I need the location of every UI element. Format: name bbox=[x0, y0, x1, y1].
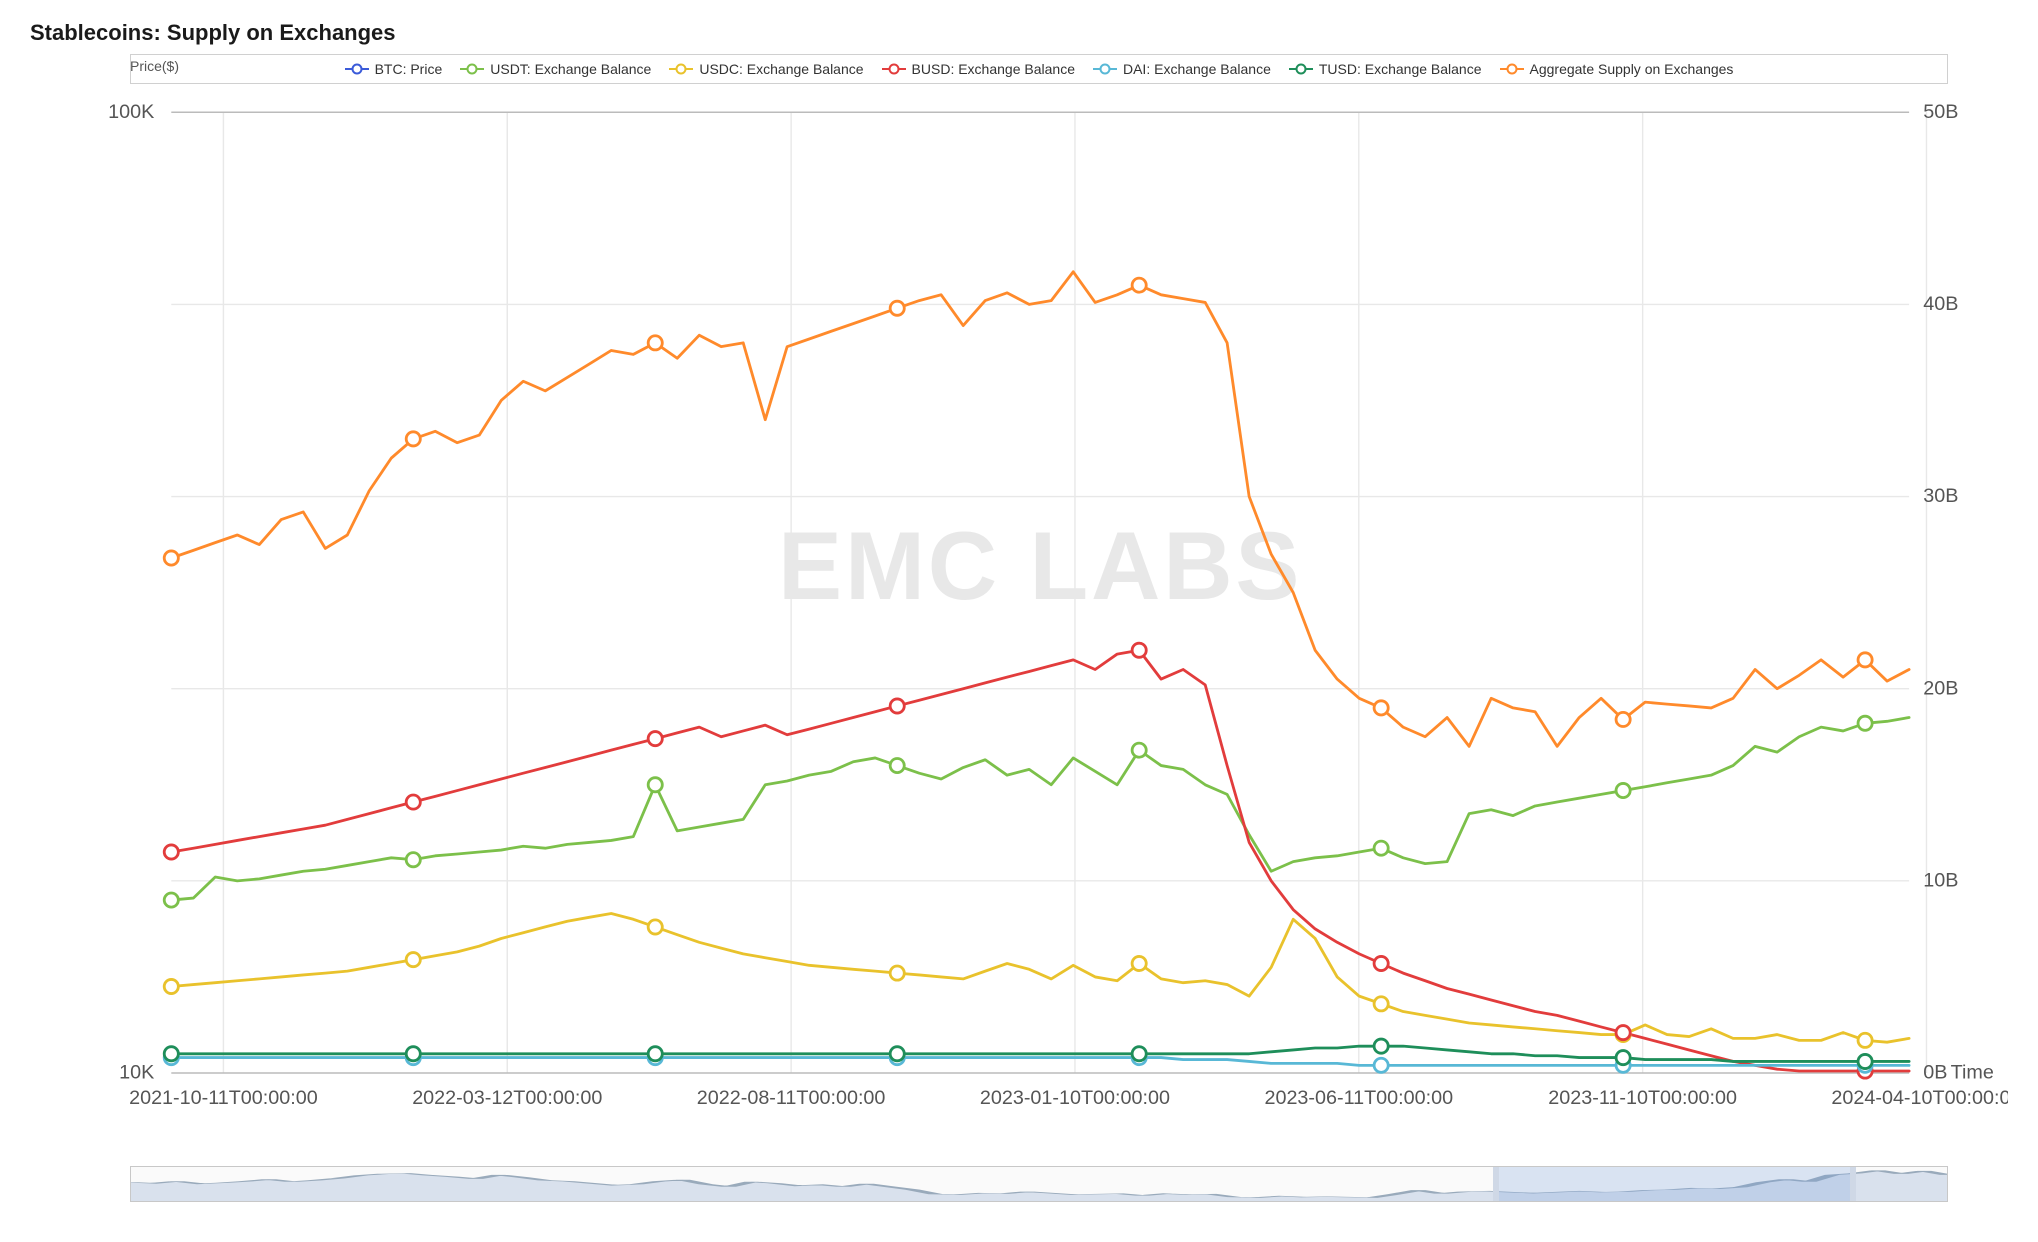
legend-marker bbox=[345, 63, 369, 75]
marker-tusd bbox=[1132, 1047, 1146, 1061]
x-axis-label: Time bbox=[1951, 1062, 1994, 1084]
legend-label: USDC: Exchange Balance bbox=[699, 61, 863, 77]
marker-agg bbox=[648, 336, 662, 350]
brush-selection[interactable] bbox=[1493, 1167, 1856, 1201]
legend-item-usdt[interactable]: USDT: Exchange Balance bbox=[460, 61, 651, 77]
legend-item-btc[interactable]: BTC: Price bbox=[345, 61, 443, 77]
legend-item-busd[interactable]: BUSD: Exchange Balance bbox=[882, 61, 1075, 77]
x-tick: 2022-03-12T00:00:00 bbox=[412, 1087, 602, 1109]
marker-agg bbox=[406, 432, 420, 446]
chart-container: Price($) BTC: Price USDT: Exchange Balanc… bbox=[30, 54, 2008, 1202]
x-tick: 2023-11-10T00:00:00 bbox=[1548, 1087, 1737, 1109]
y-left-tick: 10K bbox=[119, 1062, 154, 1084]
marker-usdc bbox=[1374, 997, 1388, 1011]
watermark: EMC LABS bbox=[778, 513, 1302, 620]
x-tick: 2024-04-10T00:00:00 bbox=[1831, 1087, 2008, 1109]
marker-usdc bbox=[1132, 956, 1146, 970]
marker-usdt bbox=[1858, 716, 1872, 730]
marker-agg bbox=[1616, 712, 1630, 726]
x-tick: 2021-10-11T00:00:00 bbox=[129, 1087, 318, 1109]
series-usdt bbox=[171, 718, 1909, 901]
series-agg bbox=[171, 272, 1909, 747]
marker-tusd bbox=[890, 1047, 904, 1061]
marker-usdc bbox=[890, 966, 904, 980]
legend-marker bbox=[882, 63, 906, 75]
marker-busd bbox=[1374, 956, 1388, 970]
x-tick: 2022-08-11T00:00:00 bbox=[697, 1087, 886, 1109]
series-usdc bbox=[171, 913, 1909, 1042]
marker-usdt bbox=[1374, 841, 1388, 855]
marker-usdt bbox=[1616, 783, 1630, 797]
marker-usdc bbox=[1858, 1033, 1872, 1047]
marker-tusd bbox=[648, 1047, 662, 1061]
marker-tusd bbox=[1616, 1051, 1630, 1065]
y-left-axis-label: Price($) bbox=[130, 58, 179, 74]
time-range-brush[interactable] bbox=[130, 1166, 1948, 1202]
marker-tusd bbox=[1858, 1054, 1872, 1068]
y-right-tick: 30B bbox=[1923, 485, 1958, 507]
y-left-tick: 100K bbox=[108, 101, 154, 123]
chart-svg[interactable]: EMC LABS 10K 100K 0B 10B 20B 30B 40B 50B 2021-10-… bbox=[30, 84, 2008, 1158]
marker-usdt bbox=[890, 758, 904, 772]
marker-usdt bbox=[648, 778, 662, 792]
marker-usdc bbox=[164, 979, 178, 993]
legend-item-usdc[interactable]: USDC: Exchange Balance bbox=[669, 61, 863, 77]
legend-marker bbox=[1289, 63, 1313, 75]
marker-busd bbox=[164, 845, 178, 859]
marker-agg bbox=[1132, 278, 1146, 292]
marker-agg bbox=[1374, 701, 1388, 715]
series-tusd bbox=[171, 1046, 1909, 1061]
marker-busd bbox=[406, 795, 420, 809]
legend: BTC: Price USDT: Exchange Balance USDC: Ex… bbox=[130, 54, 1948, 84]
marker-usdt bbox=[406, 853, 420, 867]
y-right-tick: 10B bbox=[1923, 869, 1958, 891]
x-tick: 2023-06-11T00:00:00 bbox=[1264, 1087, 1453, 1109]
legend-label: Aggregate Supply on Exchanges bbox=[1530, 61, 1734, 77]
y-right-tick: 0B bbox=[1923, 1062, 1947, 1084]
marker-busd bbox=[890, 699, 904, 713]
y-right-tick: 50B bbox=[1923, 101, 1958, 123]
legend-label: BTC: Price bbox=[375, 61, 443, 77]
marker-dai bbox=[1374, 1058, 1388, 1072]
marker-busd bbox=[1616, 1026, 1630, 1040]
legend-marker bbox=[669, 63, 693, 75]
legend-item-tusd[interactable]: TUSD: Exchange Balance bbox=[1289, 61, 1482, 77]
legend-label: TUSD: Exchange Balance bbox=[1319, 61, 1482, 77]
legend-label: DAI: Exchange Balance bbox=[1123, 61, 1271, 77]
legend-marker bbox=[1500, 63, 1524, 75]
marker-agg bbox=[1858, 653, 1872, 667]
series-busd bbox=[171, 650, 1909, 1071]
legend-label: BUSD: Exchange Balance bbox=[912, 61, 1075, 77]
marker-usdt bbox=[1132, 743, 1146, 757]
y-right-tick: 20B bbox=[1923, 677, 1958, 699]
marker-agg bbox=[164, 551, 178, 565]
marker-agg bbox=[890, 301, 904, 315]
legend-marker bbox=[1093, 63, 1117, 75]
marker-usdc bbox=[648, 920, 662, 934]
marker-usdc bbox=[406, 953, 420, 967]
marker-tusd bbox=[1374, 1039, 1388, 1053]
marker-tusd bbox=[164, 1047, 178, 1061]
marker-busd bbox=[1132, 643, 1146, 657]
legend-item-dai[interactable]: DAI: Exchange Balance bbox=[1093, 61, 1271, 77]
legend-item-agg[interactable]: Aggregate Supply on Exchanges bbox=[1500, 61, 1734, 77]
y-right-tick: 40B bbox=[1923, 293, 1958, 315]
x-tick: 2023-01-10T00:00:00 bbox=[980, 1087, 1170, 1109]
chart-title: Stablecoins: Supply on Exchanges bbox=[30, 20, 2008, 46]
marker-usdt bbox=[164, 893, 178, 907]
legend-marker bbox=[460, 63, 484, 75]
legend-label: USDT: Exchange Balance bbox=[490, 61, 651, 77]
marker-busd bbox=[648, 732, 662, 746]
marker-tusd bbox=[406, 1047, 420, 1061]
